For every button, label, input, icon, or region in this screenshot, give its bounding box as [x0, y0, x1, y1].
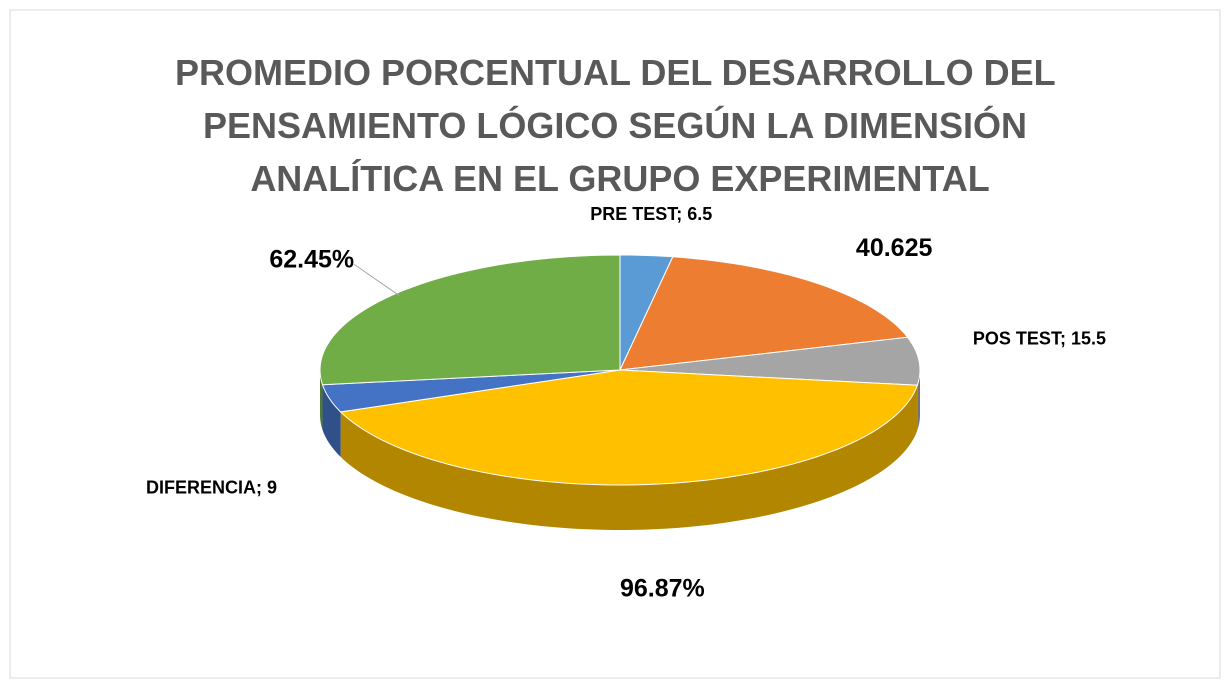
data-label: 40.625	[856, 233, 933, 261]
label-category: POS TEST	[973, 328, 1062, 348]
label-value: 9	[267, 477, 277, 497]
label-value: 96.87%	[620, 574, 705, 602]
chart-title: PROMEDIO PORCENTUAL DEL DESARROLLO DEL P…	[175, 52, 1065, 199]
leader-line	[353, 263, 400, 296]
title-line: PENSAMIENTO LÓGICO SEGÚN LA DIMENSIÓN	[203, 104, 1027, 146]
label-value: 15.5	[1071, 328, 1106, 348]
label-value: 62.45%	[269, 245, 354, 273]
slice	[321, 369, 621, 413]
label-separator: ;	[256, 477, 267, 497]
slice	[339, 369, 919, 486]
label-category: PRE TEST	[590, 204, 678, 224]
slice-side	[917, 370, 920, 431]
slice	[619, 336, 921, 386]
slice-side	[340, 385, 918, 530]
slice-side	[322, 384, 341, 457]
label-value: 6.5	[687, 204, 712, 224]
title-line: PROMEDIO PORCENTUAL DEL DESARROLLO DEL	[175, 52, 1055, 93]
label-separator: ;	[676, 204, 687, 224]
data-label: DIFERENCIA; 9	[146, 477, 277, 497]
data-label: POS TEST; 15.5	[973, 328, 1106, 348]
data-label: 96.87%	[620, 574, 705, 602]
slice	[619, 256, 909, 371]
label-category: DIFERENCIA	[146, 477, 256, 497]
label-value: 40.625	[856, 233, 933, 261]
slice-side	[320, 370, 323, 430]
slice	[319, 254, 621, 386]
title-line: ANALÍTICA EN EL GRUPO EXPERIMENTAL	[250, 158, 989, 199]
label-separator: ;	[1060, 328, 1071, 348]
data-label: 62.45%	[269, 245, 354, 273]
data-label: PRE TEST; 6.5	[590, 204, 712, 224]
